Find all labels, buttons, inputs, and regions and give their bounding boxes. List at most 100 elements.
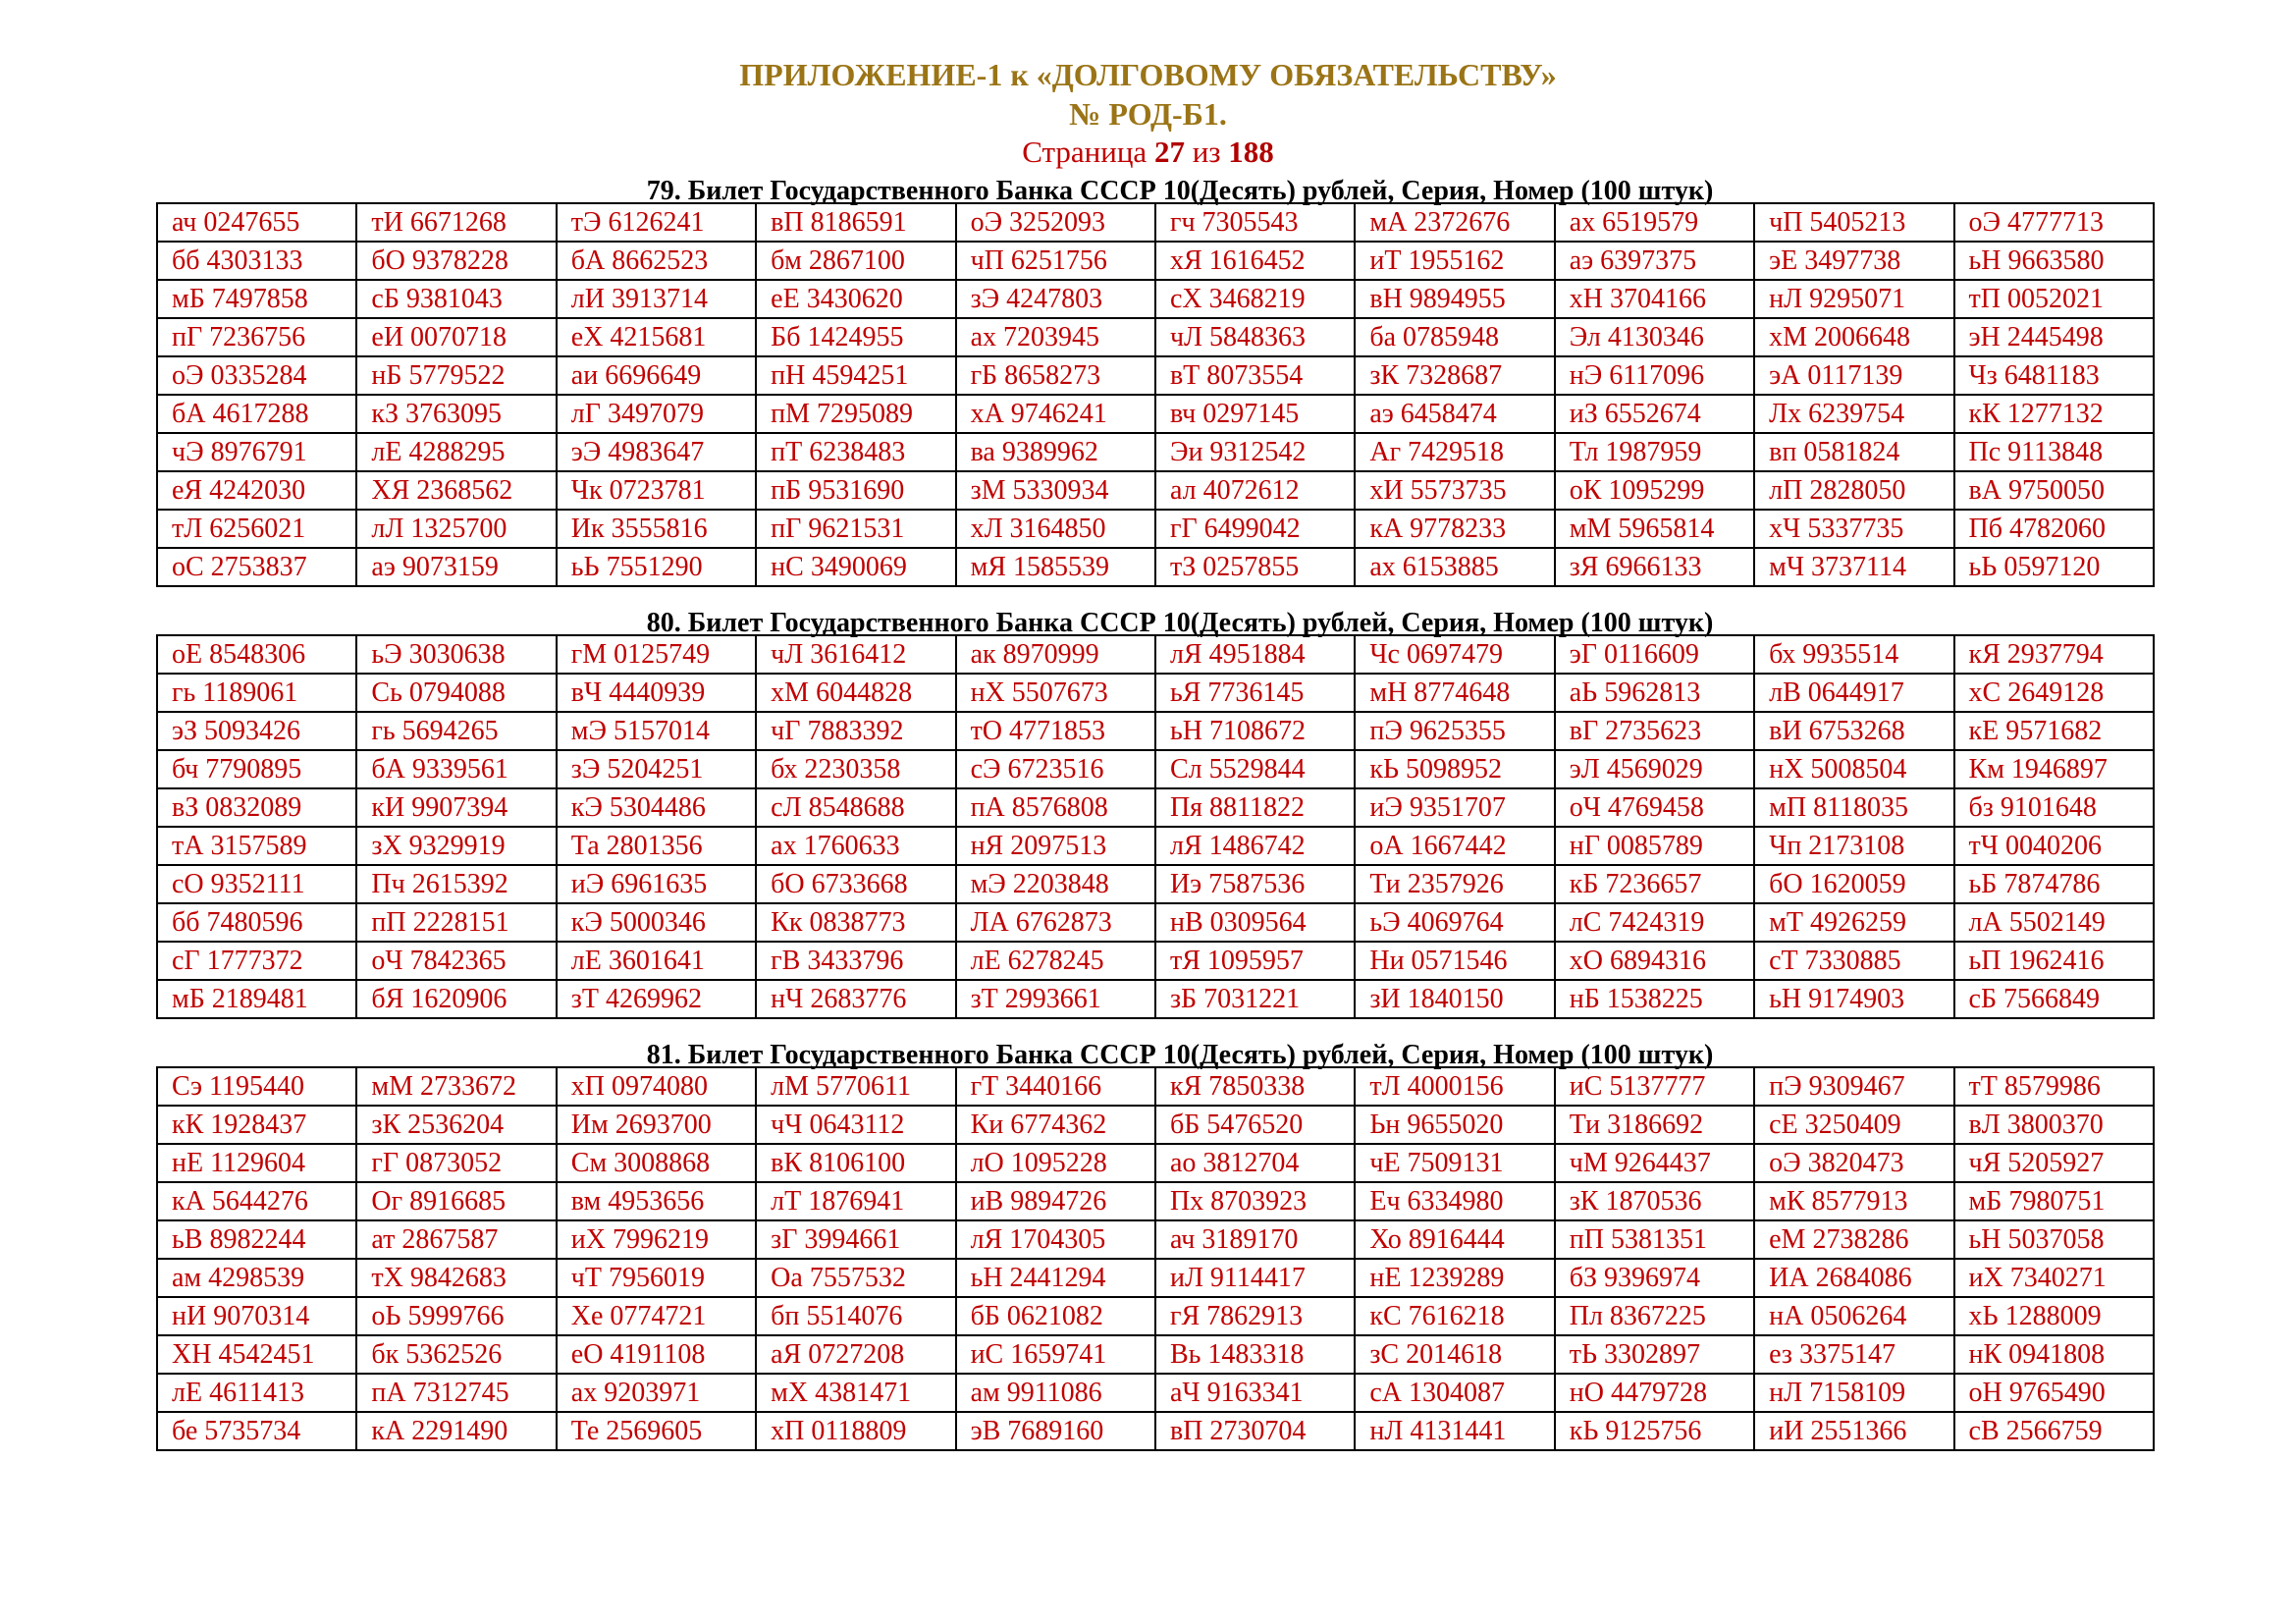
table-row: оЭ 0335284 нБ 5779522 аи 6696649 пН 4594251… (155, 355, 2156, 396)
serial-number-cell: Кк 0838773 (755, 902, 957, 943)
serial-number-cell: мТ 4926259 (1753, 902, 1955, 943)
serial-number-cell: Лх 6239754 (1753, 394, 1955, 434)
serial-number-cell: тЭ 6126241 (555, 202, 758, 243)
serial-number-cell: аЧ 9163341 (1153, 1373, 1357, 1413)
serial-number-cell: нХ 5507673 (954, 673, 1156, 713)
serial-number-cell: нЭ 6117096 (1553, 355, 1756, 396)
serial-number-cell: Сэ 1195440 (155, 1066, 358, 1107)
serial-number-cell: бА 9339561 (355, 749, 558, 789)
serial-number-cell: оС 2753837 (155, 547, 358, 587)
serial-number-cell: оЬ 5999766 (355, 1296, 558, 1336)
serial-number-cell: чЯ 5205927 (1952, 1143, 2156, 1183)
serial-number-cell: мЯ 1585539 (954, 547, 1156, 587)
serial-number-cell: вЗ 0832089 (155, 787, 358, 828)
serial-number-cell: зС 2014618 (1354, 1334, 1556, 1375)
serial-number-cell: еЕ 3430620 (755, 279, 957, 319)
serial-number-cell: аЬ 5962813 (1553, 673, 1756, 713)
serial-number-cell: лЯ 1704305 (954, 1219, 1156, 1260)
serial-number-cell: пЭ 9309467 (1753, 1066, 1955, 1107)
serial-number-cell: сТ 7330885 (1753, 941, 1955, 981)
serial-number-cell: кК 1928437 (155, 1105, 358, 1145)
serial-number-cell: ЛА 6762873 (954, 902, 1156, 943)
table-row: бе 5735734 кА 2291490 Те 2569605 хП 0118809… (155, 1411, 2156, 1451)
serial-number-cell: нК 0941808 (1952, 1334, 2156, 1375)
serial-number-cell: кА 5644276 (155, 1181, 358, 1221)
serial-number-cell: Иэ 7587536 (1153, 864, 1357, 904)
serial-number-cell: ао 3812704 (1153, 1143, 1357, 1183)
section-title: 79. Билет Государственного Банка СССР 10… (646, 176, 1714, 206)
serial-number-cell: нИ 9070314 (155, 1296, 358, 1336)
serial-number-cell: Еч 6334980 (1354, 1181, 1556, 1221)
serial-number-cell: хС 2649128 (1952, 673, 2156, 713)
serial-number-cell: бБ 0621082 (954, 1296, 1156, 1336)
serial-number-cell: нЕ 1239289 (1354, 1258, 1556, 1298)
serial-number-cell: вН 9894955 (1354, 279, 1556, 319)
serial-number-cell: кЬ 5098952 (1354, 749, 1556, 789)
serial-number-cell: зЯ 6966133 (1553, 547, 1756, 587)
serial-number-cell: Ти 2357926 (1354, 864, 1556, 904)
page-indicator: Страница 27 из 188 (0, 135, 2296, 170)
serial-number-cell: иХ 7340271 (1952, 1258, 2156, 1298)
serial-number-cell: еХ 4215681 (555, 317, 758, 357)
serial-number-cell: бп 5514076 (755, 1296, 957, 1336)
section-80: 80. Билет Государственного Банка СССР 10… (155, 610, 2156, 1019)
table-row: сГ 1777372 оЧ 7842365 лЕ 3601641 гВ 3433796… (155, 941, 2156, 981)
serial-number-cell: мА 2372676 (1354, 202, 1556, 243)
serial-number-cell: бЯ 1620906 (355, 979, 558, 1019)
serial-number-cell: мБ 7980751 (1952, 1181, 2156, 1221)
table-row: пГ 7236756 еИ 0070718 еХ 4215681 Бб 1424955… (155, 317, 2156, 357)
serial-number-cell: бх 9935514 (1753, 634, 1955, 675)
serial-number-cell: вч 0297145 (1153, 394, 1357, 434)
document-number: № РОД-Б1. (1069, 96, 1227, 132)
serial-number-cell: нЧ 2683776 (755, 979, 957, 1019)
serial-number-cell: мБ 2189481 (155, 979, 358, 1019)
serial-number-cell: хЧ 5337735 (1753, 509, 1955, 549)
serial-number-cell: ах 1760633 (755, 826, 957, 866)
serial-number-cell: вм 4953656 (555, 1181, 758, 1221)
serial-number-cell: гГ 6499042 (1153, 509, 1357, 549)
serial-number-cell: тЬ 3302897 (1553, 1334, 1756, 1375)
serial-number-cell: вП 8186591 (755, 202, 957, 243)
serial-number-cell: ач 0247655 (155, 202, 358, 243)
serial-number-cell: вА 9750050 (1952, 470, 2156, 511)
serial-number-cell: лЛ 1325700 (355, 509, 558, 549)
table-row: оЕ 8548306 ьЭ 3030638 гМ 0125749 чЛ 3616412… (155, 634, 2156, 675)
serial-number-cell: хО 6894316 (1553, 941, 1756, 981)
section-title: 81. Билет Государственного Банка СССР 10… (646, 1040, 1714, 1070)
serial-number-cell: эН 2445498 (1952, 317, 2156, 357)
serial-number-cell: иТ 1955162 (1354, 241, 1556, 281)
serial-number-cell: ьЯ 7736145 (1153, 673, 1357, 713)
serial-number-cell: ьП 1962416 (1952, 941, 2156, 981)
section-81: 81. Билет Государственного Банка СССР 10… (155, 1040, 2156, 1451)
serial-number-cell: Хо 8916444 (1354, 1219, 1556, 1260)
serial-number-cell: иЭ 6961635 (555, 864, 758, 904)
serial-number-cell: мБ 7497858 (155, 279, 358, 319)
serial-number-cell: сБ 7566849 (1952, 979, 2156, 1019)
table-row: сО 9352111 Пч 2615392 иЭ 6961635 бО 6733668… (155, 864, 2156, 904)
serial-number-cell: Чп 2173108 (1753, 826, 1955, 866)
serial-number-cell: пП 5381351 (1553, 1219, 1756, 1260)
serial-number-cell: сХ 3468219 (1153, 279, 1357, 319)
section-79: 79. Билет Государственного Банка СССР 10… (155, 176, 2156, 587)
serial-number-cell: гТ 3440166 (954, 1066, 1156, 1107)
serial-number-cell: хЬ 1288009 (1952, 1296, 2156, 1336)
serial-number-cell: чП 6251756 (954, 241, 1156, 281)
serial-number-cell: Эл 4130346 (1553, 317, 1756, 357)
serial-number-cell: ат 2867587 (355, 1219, 558, 1260)
serial-number-cell: ва 9389962 (954, 432, 1156, 472)
serial-number-cell: лЕ 6278245 (954, 941, 1156, 981)
serial-number-cell: лО 1095228 (954, 1143, 1156, 1183)
page-total: 188 (1228, 135, 1274, 169)
serial-number-cell: зК 1870536 (1553, 1181, 1756, 1221)
serial-number-cell: вГ 2735623 (1553, 711, 1756, 751)
serial-number-cell: мЭ 5157014 (555, 711, 758, 751)
serial-number-cell: бО 6733668 (755, 864, 957, 904)
serial-number-cell: ьН 2441294 (954, 1258, 1156, 1298)
serial-number-cell: ьН 9174903 (1753, 979, 1955, 1019)
serial-number-cell: Пч 2615392 (355, 864, 558, 904)
serial-number-cell: хИ 5573735 (1354, 470, 1556, 511)
serial-number-cell: аэ 9073159 (355, 547, 558, 587)
serial-number-cell: бк 5362526 (355, 1334, 558, 1375)
serial-number-cell: мЭ 2203848 (954, 864, 1156, 904)
serial-number-cell: Аг 7429518 (1354, 432, 1556, 472)
